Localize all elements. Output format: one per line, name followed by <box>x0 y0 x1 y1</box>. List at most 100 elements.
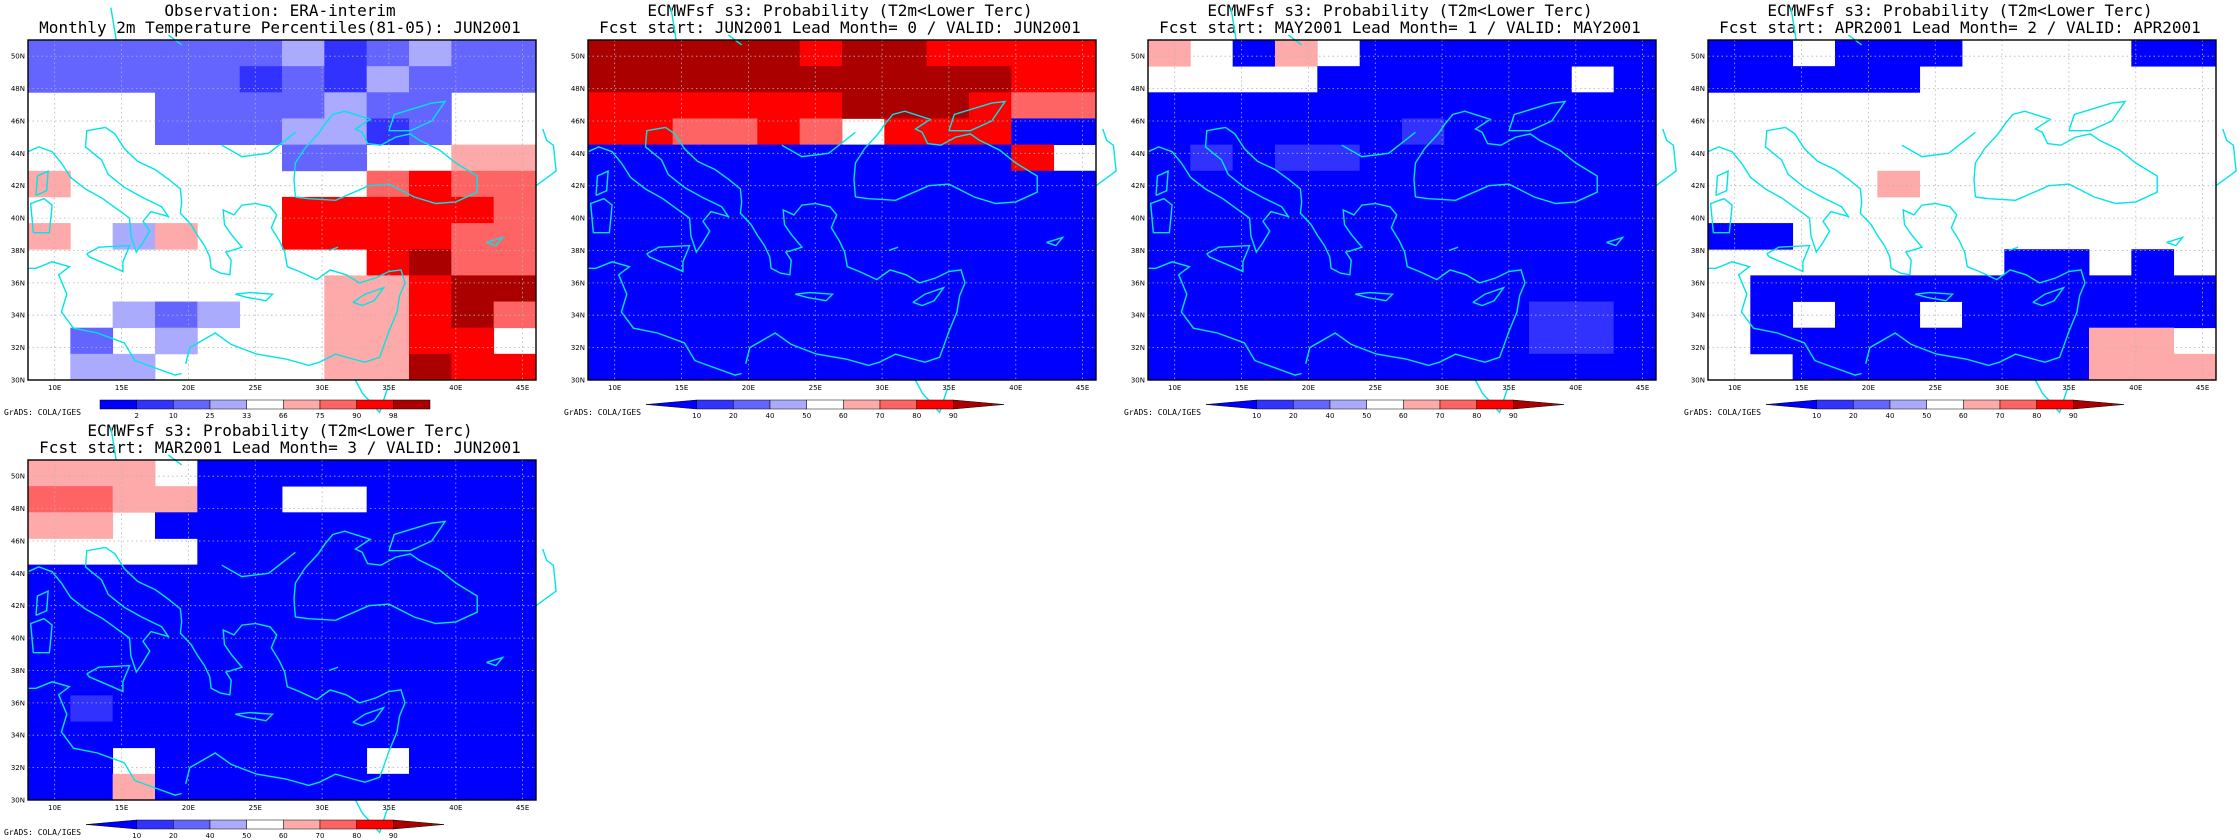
colorbar-label: 50 <box>1922 412 1931 420</box>
shaded-cell <box>842 92 885 119</box>
shaded-cell <box>324 460 368 487</box>
shaded-cell <box>1275 144 1318 172</box>
lat-tick-label: 50N <box>571 53 585 61</box>
shaded-cell <box>1571 170 1615 198</box>
shaded-cell <box>1613 40 1657 67</box>
coastline <box>1707 126 1851 254</box>
shaded-cell <box>1053 353 1097 381</box>
shaded-cell <box>409 747 452 775</box>
shaded-cell <box>2089 353 2132 381</box>
colorbar-label: 50 <box>802 412 811 420</box>
shaded-cell <box>282 223 325 250</box>
shaded-cell <box>155 92 198 119</box>
shaded-cell <box>799 249 843 276</box>
map-frame <box>1147 39 1657 381</box>
map-plot-lead1: 30N 32N 34N 36N 38N 40N 42N 44N 46N 48N 50N 10E 15E 2… <box>1131 7 1677 420</box>
colorbar-label: 60 <box>1959 412 1968 420</box>
shaded-cell <box>630 223 674 250</box>
lat-tick-label: 34N <box>571 312 585 320</box>
shaded-cell <box>451 460 495 487</box>
shaded-cell <box>1750 223 1794 250</box>
shaded-cell <box>1529 327 1572 355</box>
coastline <box>27 126 171 254</box>
colorbar-label: 10 <box>132 832 141 840</box>
shaded-cell <box>1486 144 1530 172</box>
coastline <box>110 7 117 41</box>
shaded-cell <box>757 353 801 381</box>
shaded-cell <box>2131 275 2175 302</box>
lat-tick-label: 42N <box>11 602 25 610</box>
shaded-cell <box>1232 249 1276 276</box>
shaded-cell <box>1011 144 1055 172</box>
panel-forecast-lead2: ECMWFsf s3: Probability (T2m<Lower Terc)… <box>1680 0 2240 420</box>
lat-tick-label: 32N <box>1131 344 1145 352</box>
lon-tick-label: 35E <box>382 384 395 392</box>
shaded-cell <box>1317 92 1361 119</box>
shaded-cell <box>1275 40 1318 67</box>
lon-tick-label: 35E <box>1502 384 1515 392</box>
shaded-cell <box>630 92 674 119</box>
colorbar-labels: 10 20 40 50 60 70 80 90 <box>1252 412 1518 420</box>
shaded-cell <box>1359 301 1403 329</box>
shaded-cell <box>715 249 758 276</box>
probability-cells <box>1708 40 2217 381</box>
coastline <box>1915 291 1955 302</box>
shaded-cell <box>1962 353 2005 381</box>
colorbar-label: 60 <box>279 832 288 840</box>
coastline <box>1606 236 1625 247</box>
lon-tick-label: 45E <box>1636 384 1649 392</box>
shaded-cell <box>366 353 410 381</box>
shaded-cell <box>409 695 452 722</box>
shaded-cell <box>155 695 198 722</box>
shaded-cell <box>1486 223 1530 250</box>
shaded-cell <box>884 353 928 381</box>
coastline <box>1341 131 1416 158</box>
colorbar-label: 20 <box>1289 412 1298 420</box>
lat-tick-label: 46N <box>11 538 25 546</box>
shaded-cell <box>1613 118 1657 146</box>
shaded-cell <box>926 92 970 119</box>
coastline <box>388 100 447 132</box>
shaded-cell <box>70 40 114 67</box>
shaded-cell <box>324 616 368 644</box>
shaded-cell <box>451 669 495 696</box>
shaded-cell <box>672 275 716 302</box>
shaded-cell <box>409 353 452 381</box>
shaded-cell <box>1317 353 1361 381</box>
coastline <box>646 244 691 273</box>
shaded-cell <box>1402 196 1445 224</box>
shaded-cell <box>239 564 283 592</box>
shaded-cell <box>493 590 537 618</box>
colorbar-swatch <box>246 399 284 410</box>
shaded-cell <box>451 170 495 198</box>
shaded-cell <box>451 327 495 355</box>
lon-tick-label: 15E <box>675 384 688 392</box>
axis-labels: 30N 32N 34N 36N 38N 40N 42N 44N 46N 48N 50N 10E 15E 2… <box>571 53 1089 392</box>
shaded-cell <box>1190 118 1234 146</box>
colorbar-label: 80 <box>2032 412 2041 420</box>
shaded-cell <box>1148 92 1191 119</box>
shaded-cell <box>324 144 368 172</box>
shaded-cell <box>1529 144 1572 172</box>
shaded-cell <box>197 747 241 775</box>
coastline <box>1323 202 1420 276</box>
shaded-cell <box>70 353 114 381</box>
shaded-cell <box>1962 327 2005 355</box>
colorbar-label: 90 <box>2069 412 2078 420</box>
shaded-cell <box>2131 353 2175 381</box>
shaded-cell <box>366 196 410 224</box>
lon-tick-label: 45E <box>516 804 529 812</box>
colorbar-label: 90 <box>949 412 958 420</box>
lat-tick-label: 30N <box>1691 377 1705 385</box>
shaded-cell <box>451 512 495 539</box>
shaded-cell <box>1529 170 1572 198</box>
shaded-cell <box>197 118 241 146</box>
shaded-cell <box>239 773 283 801</box>
coastline <box>1883 202 1980 276</box>
colorbar-label: 70 <box>1996 412 2005 420</box>
shaded-cell <box>282 512 325 539</box>
shaded-cell <box>409 512 452 539</box>
shaded-cell <box>630 118 674 146</box>
shaded-cell <box>757 249 801 276</box>
colorbar: 10 20 40 50 60 70 80 90 <box>85 819 445 840</box>
